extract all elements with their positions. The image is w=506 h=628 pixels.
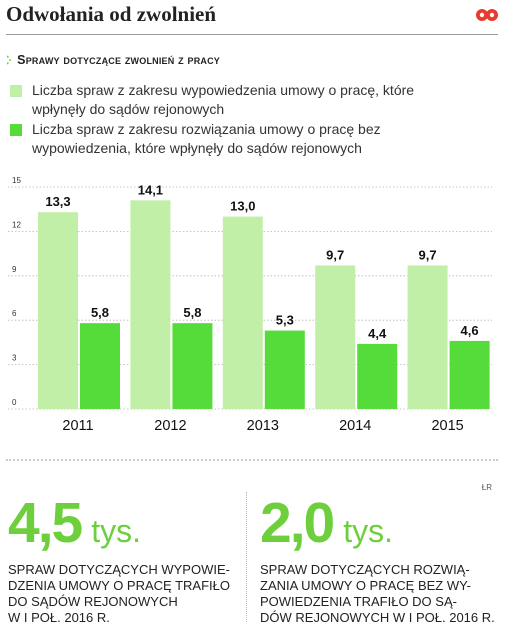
- data-label: 9,7: [419, 247, 437, 262]
- stat-value: 2,0: [260, 491, 335, 555]
- stat-unit: tys.: [343, 513, 394, 549]
- y-tick-label: 6: [12, 309, 17, 318]
- x-tick-label: 2012: [154, 418, 186, 434]
- y-tick-label: 15: [12, 176, 21, 185]
- bar: [357, 343, 398, 409]
- y-tick-label: 0: [12, 398, 17, 407]
- source-credit: ŁR: [481, 483, 492, 492]
- x-tick-label: 2014: [339, 418, 371, 434]
- legend-item-dismissal-notice: Liczba spraw z zakresu wypowiedzenia umo…: [10, 81, 452, 119]
- bar: [80, 323, 120, 409]
- bar: [407, 265, 448, 409]
- data-label: 5,3: [276, 313, 294, 328]
- x-tick-label: 2015: [431, 418, 463, 434]
- bar: [315, 265, 356, 409]
- legend-swatch: [10, 85, 22, 97]
- data-label: 4,4: [368, 326, 387, 341]
- stat-description: Spraw dotyczących wypowie- dzenia umowy …: [8, 562, 230, 625]
- legend-item-termination-without-notice: Liczba spraw z zakresu rozwiązania umowy…: [10, 120, 452, 158]
- x-tick-label: 2011: [62, 418, 93, 434]
- bar-chart: 0 3 6 9 12 15 13,3 5,8 2011 14,1 5,8 2012 13,0 5,3 201…: [8, 176, 492, 434]
- data-label: 4,6: [461, 323, 479, 338]
- top-divider: [6, 34, 498, 35]
- y-tick-label: 9: [12, 265, 17, 274]
- data-label: 13,3: [45, 194, 70, 209]
- bullet-dots-icon: ⁚·: [6, 55, 12, 67]
- bar: [130, 200, 171, 409]
- stats-divider: [246, 492, 247, 622]
- section-divider: [6, 459, 498, 461]
- data-label: 5,8: [91, 305, 109, 320]
- legend-label: Liczba spraw z zakresu wypowiedzenia umo…: [32, 82, 415, 117]
- chart-subtitle-text: Sprawy dotyczące zwolnień z pracy: [17, 53, 220, 67]
- bar: [264, 330, 305, 409]
- chart-subtitle: ⁚· Sprawy dotyczące zwolnień z pracy: [6, 53, 220, 67]
- data-label: 9,7: [326, 247, 344, 262]
- publisher-logo-icon: [476, 9, 498, 21]
- legend-swatch: [10, 124, 22, 136]
- stat-termination-without-notice: 2,0 tys. Spraw dotyczących rozwią- zania …: [260, 492, 496, 626]
- legend-label: Liczba spraw z zakresu rozwiązania umowy…: [32, 121, 381, 156]
- data-label: 14,1: [138, 182, 163, 197]
- data-label: 13,0: [230, 199, 255, 214]
- bar: [38, 212, 78, 409]
- stat-unit: tys.: [91, 513, 142, 549]
- stat-description: Spraw dotyczących rozwią- zania umowy o …: [260, 562, 495, 625]
- y-tick-label: 12: [12, 220, 21, 229]
- x-tick-label: 2013: [247, 418, 279, 434]
- stat-dismissal-notice: 4,5 tys. Spraw dotyczących wypowie- dzeni…: [8, 492, 244, 626]
- y-tick-label: 3: [12, 354, 17, 363]
- data-label: 5,8: [183, 305, 201, 320]
- bar: [449, 340, 490, 409]
- stat-value: 4,5: [8, 491, 83, 555]
- bar: [222, 216, 263, 409]
- page-title: Odwołania od zwolnień: [6, 2, 217, 26]
- bar: [172, 323, 213, 409]
